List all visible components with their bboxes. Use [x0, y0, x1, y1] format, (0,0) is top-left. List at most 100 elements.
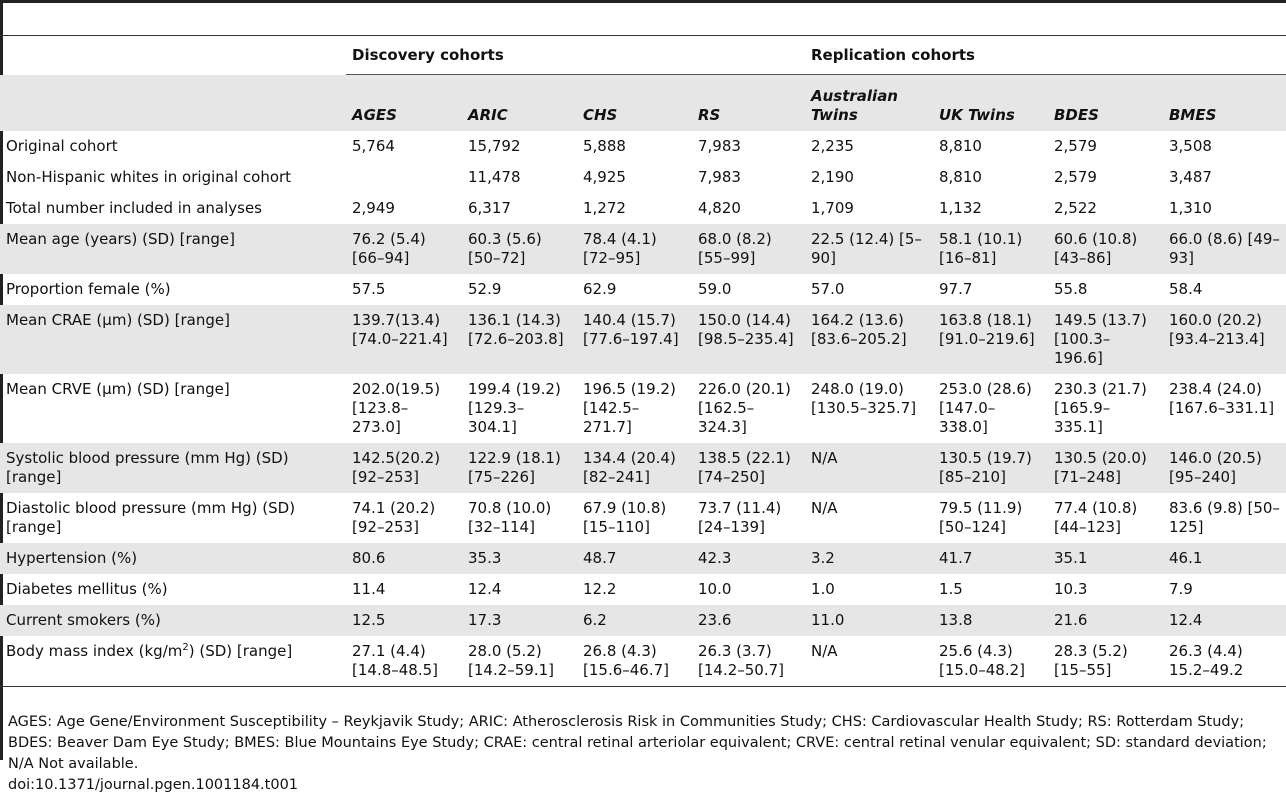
row-label: Hypertension (%) [0, 543, 346, 574]
row-label: Proportion female (%) [6, 280, 171, 298]
row-label: Body mass index (kg/m2) (SD) [range] [0, 636, 346, 687]
table-cell: 66.0 (8.6) [49–93] [1163, 224, 1286, 274]
table-cell: 196.5 (19.2) [142.5–271.7] [583, 380, 676, 436]
table-cell: 52.9 [468, 280, 502, 298]
doi-line: doi:10.1371/journal.pgen.1001184.t001 [8, 777, 299, 793]
table-row: Diabetes mellitus (%) 11.4 12.4 12.2 10.0 1.0… [0, 574, 1286, 605]
table-cell: 140.4 (15.7) [77.6–197.4] [577, 305, 692, 374]
table-cell: 4,820 [698, 199, 741, 217]
table-cell: 62.9 [583, 280, 617, 298]
table-cell: N/A [805, 636, 933, 687]
discovery-cohorts-header: Discovery cohorts [346, 35, 805, 75]
table-cell: 28.0 (5.2) [14.2–59.1] [462, 636, 577, 687]
row-label: Diabetes mellitus (%) [6, 580, 168, 598]
table-cell: 25.6 (4.3) [15.0–48.2] [933, 636, 1048, 687]
table-cell: 1,310 [1169, 199, 1212, 217]
table-cell: 68.0 (8.2) [55–99] [692, 224, 805, 274]
table-cell: 57.5 [352, 280, 386, 298]
row-label: Current smokers (%) [0, 605, 346, 636]
table-cell: 5,764 [352, 137, 395, 155]
cohort-characteristics-table-wrap: Discovery cohorts Replication cohorts AG… [0, 35, 1286, 687]
table-cell: 27.1 (4.4) [14.8–48.5] [346, 636, 462, 687]
col-header-chs: CHS [577, 74, 692, 131]
table-cell: 55.8 [1054, 280, 1088, 298]
row-label: Non-Hispanic whites in original cohort [6, 168, 292, 186]
table-cell: 41.7 [933, 543, 1048, 574]
table-cell: 199.4 (19.2) [129.3–304.1] [468, 380, 561, 436]
table-cell: 8,810 [939, 137, 982, 155]
table-cell: N/A [805, 443, 933, 493]
table-cell: 6,317 [468, 199, 511, 217]
column-header-row: AGES ARIC CHS RS Australian Twins UK Twi… [0, 74, 1286, 131]
table-cell: 48.7 [577, 543, 692, 574]
table-cell: 150.0 (14.4) [98.5–235.4] [692, 305, 805, 374]
table-cell: 26.8 (4.3) [15.6–46.7] [577, 636, 692, 687]
table-cell: 12.4 [468, 580, 502, 598]
table-cell: 13.8 [933, 605, 1048, 636]
table-row: Mean age (years) (SD) [range] 76.2 (5.4) … [0, 224, 1286, 274]
table-cell: 1,709 [811, 199, 854, 217]
table-row: Diastolic blood pressure (mm Hg) (SD) [r… [0, 493, 1286, 543]
table-cell: 80.6 [346, 543, 462, 574]
table-cell: 253.0 (28.6) [147.0–338.0] [939, 380, 1032, 436]
table-cell: 2,190 [811, 168, 854, 186]
table-row: Proportion female (%) 57.5 52.9 62.9 59.0 57.… [0, 274, 1286, 305]
table-cell: 77.4 (10.8) [44–123] [1054, 499, 1138, 536]
col-header-rs: RS [692, 74, 805, 131]
table-cell: 3,487 [1169, 168, 1212, 186]
table-row: Original cohort 5,764 15,792 5,888 7,983 2,23… [0, 131, 1286, 162]
table-cell: 3.2 [805, 543, 933, 574]
table-cell: 35.3 [462, 543, 577, 574]
table-cell: 22.5 (12.4) [5–90] [805, 224, 933, 274]
table-cell: 8,810 [939, 168, 982, 186]
table-cell: 21.6 [1048, 605, 1163, 636]
table-cell: 23.6 [692, 605, 805, 636]
table-cell: 73.7 (11.4) [24–139] [698, 499, 782, 536]
table-cell: 74.1 (20.2) [92–253] [352, 499, 436, 536]
table-cell: 28.3 (5.2) [15–55] [1048, 636, 1163, 687]
replication-cohorts-header: Replication cohorts [805, 35, 1286, 75]
table-cell: 46.1 [1163, 543, 1286, 574]
table-cell: 139.7(13.4) [74.0–221.4] [346, 305, 462, 374]
row-label: Mean CRAE (µm) (SD) [range] [0, 305, 346, 374]
table-row: Systolic blood pressure (mm Hg) (SD) [ra… [0, 443, 1286, 493]
table-cell: 2,579 [1054, 168, 1097, 186]
table-cell: 78.4 (4.1) [72–95] [577, 224, 692, 274]
table-cell: 202.0(19.5) [123.8–273.0] [352, 380, 441, 436]
table-cell: 136.1 (14.3) [72.6–203.8] [462, 305, 577, 374]
top-rule [0, 0, 1286, 3]
table-cell: 2,235 [811, 137, 854, 155]
table-row: Body mass index (kg/m2) (SD) [range] 27.1… [0, 636, 1286, 687]
row-label: Mean CRVE (µm) (SD) [range] [6, 380, 230, 398]
table-cell: 1,272 [583, 199, 626, 217]
table-cell: 5,888 [583, 137, 626, 155]
table-cell: 122.9 (18.1) [75–226] [462, 443, 577, 493]
table-cell: 134.4 (20.4) [82–241] [577, 443, 692, 493]
col-header-aric: ARIC [462, 74, 577, 131]
table-cell: 97.7 [939, 280, 973, 298]
table-cell: 12.4 [1163, 605, 1286, 636]
table-cell: 76.2 (5.4) [66–94] [346, 224, 462, 274]
table-cell: 58.4 [1169, 280, 1203, 298]
table-cell: 83.6 (9.8) [50–125] [1169, 499, 1280, 536]
table-cell: N/A [811, 499, 838, 517]
row-label: Original cohort [6, 137, 118, 155]
table-cell: 230.3 (21.7) [165.9–335.1] [1054, 380, 1147, 436]
row-label: Systolic blood pressure (mm Hg) (SD) [ra… [0, 443, 346, 493]
row-label: Total number included in analyses [6, 199, 262, 217]
table-cell: 11.4 [352, 580, 386, 598]
table-cell: 57.0 [811, 280, 845, 298]
table-cell: 12.5 [346, 605, 462, 636]
table-cell: 149.5 (13.7) [100.3–196.6] [1048, 305, 1163, 374]
table-cell: 26.3 (4.4) 15.2–49.2 [1163, 636, 1286, 687]
table-cell: 35.1 [1048, 543, 1163, 574]
row-label-superscript: 2 [182, 642, 189, 653]
table-cell: 7,983 [698, 137, 741, 155]
table-cell: 248.0 (19.0) [130.5–325.7] [811, 380, 917, 417]
row-label-part: ) (SD) [range] [188, 642, 293, 660]
col-header-bdes: BDES [1048, 74, 1163, 131]
table-cell: 2,949 [352, 199, 395, 217]
table-cell: 42.3 [692, 543, 805, 574]
table-row: Non-Hispanic whites in original cohort 11… [0, 162, 1286, 193]
table-cell: 3,508 [1169, 137, 1212, 155]
